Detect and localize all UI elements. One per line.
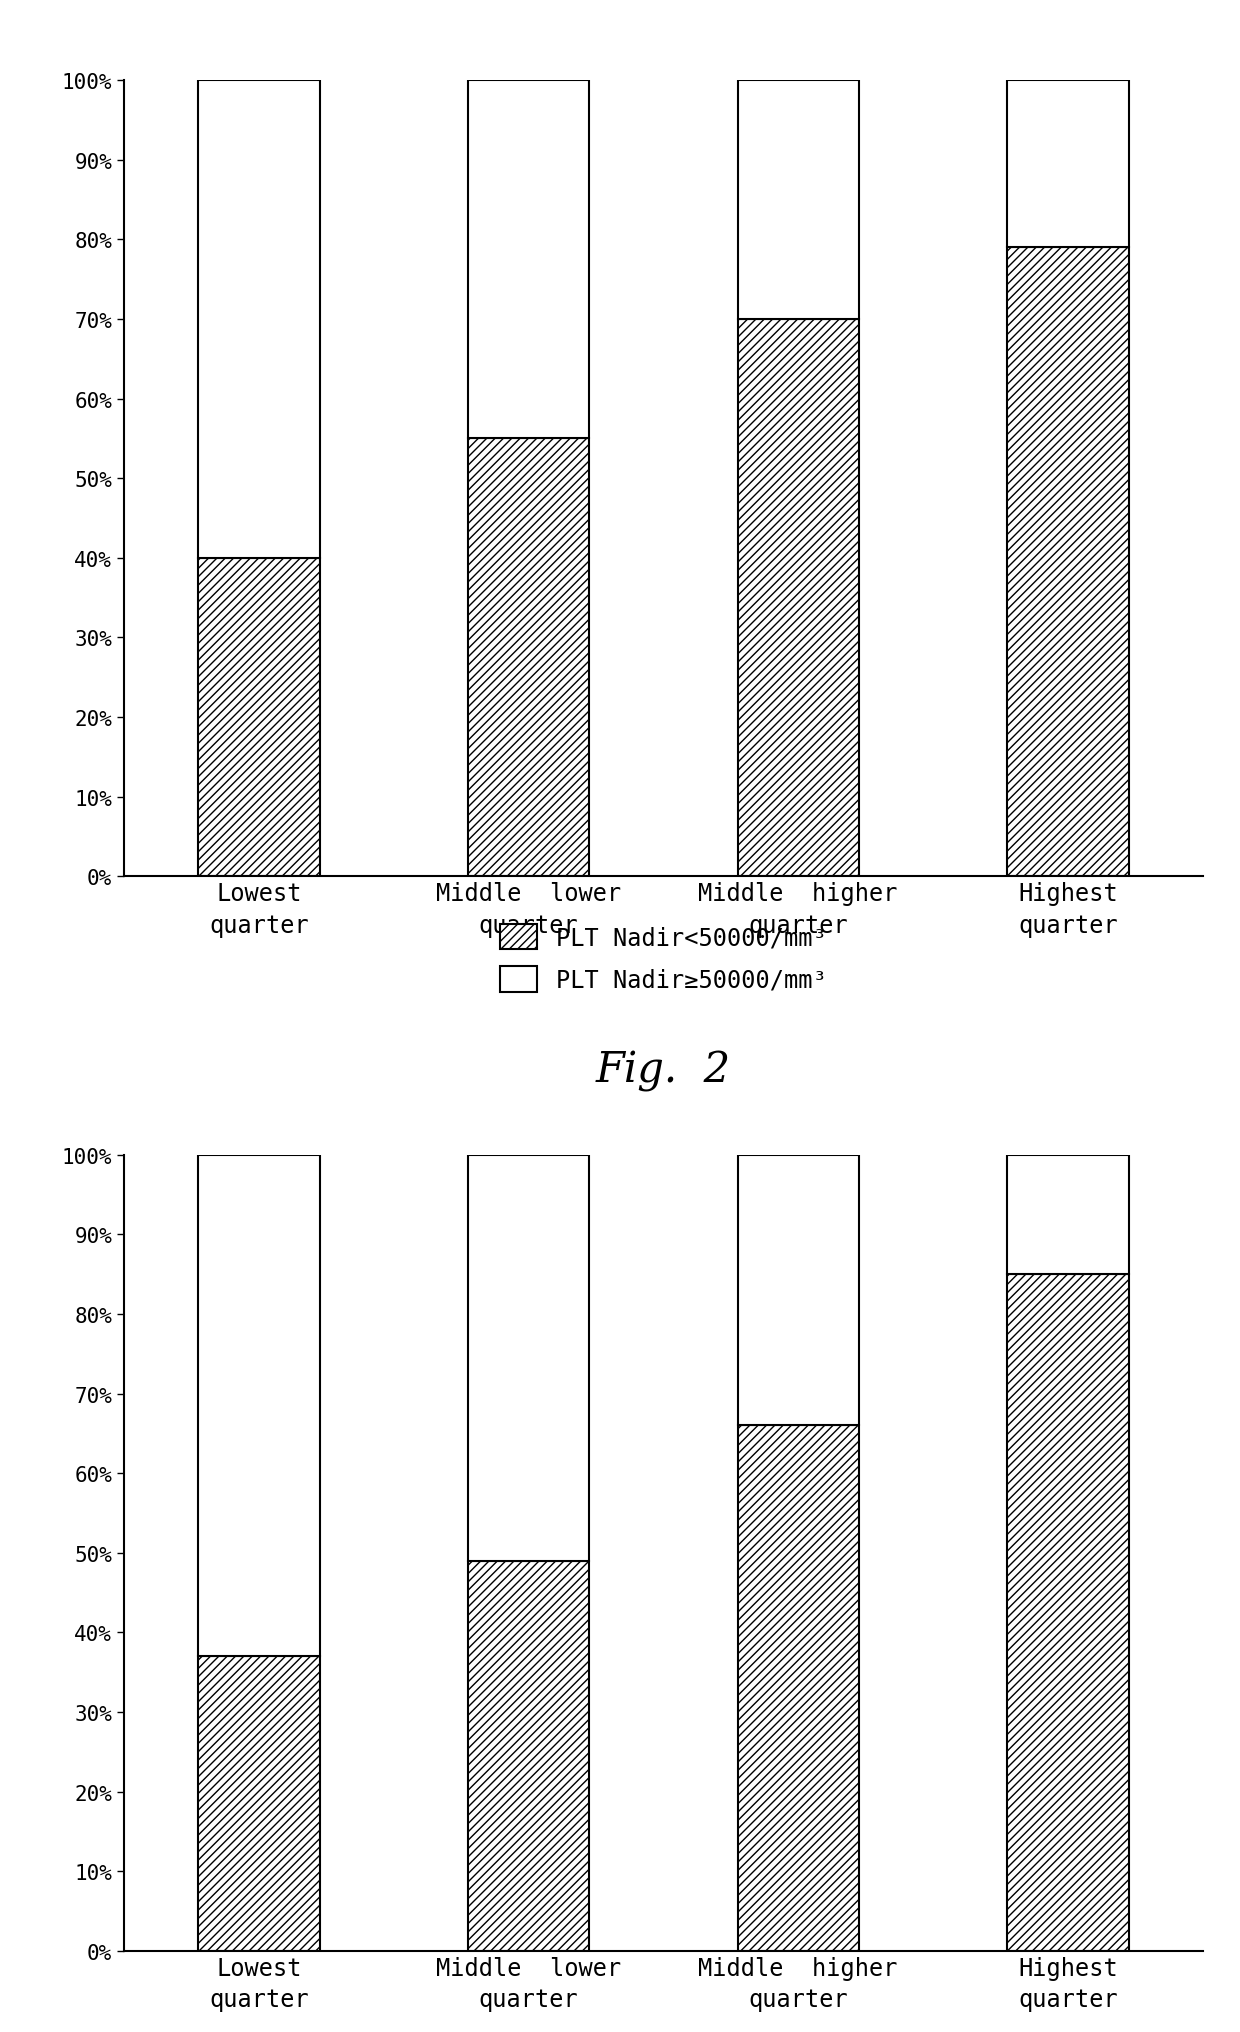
Bar <box>1007 1274 1128 1951</box>
Bar <box>1007 1156 1128 1274</box>
Bar <box>467 1156 589 1561</box>
Bar <box>1007 248 1128 876</box>
Bar <box>198 559 320 876</box>
Bar <box>467 81 589 439</box>
Legend: PLT Nadir<50000/mm³, PLT Nadir≥50000/mm³: PLT Nadir<50000/mm³, PLT Nadir≥50000/mm³ <box>487 912 839 1004</box>
Bar <box>198 1656 320 1951</box>
Text: Fig.  2: Fig. 2 <box>596 1049 730 1091</box>
Bar <box>198 81 320 559</box>
Bar <box>738 319 859 876</box>
Bar <box>738 81 859 319</box>
Bar <box>738 1156 859 1426</box>
Bar <box>467 439 589 876</box>
Bar <box>738 1426 859 1951</box>
Bar <box>467 1561 589 1951</box>
Bar <box>198 1156 320 1656</box>
Bar <box>1007 81 1128 248</box>
